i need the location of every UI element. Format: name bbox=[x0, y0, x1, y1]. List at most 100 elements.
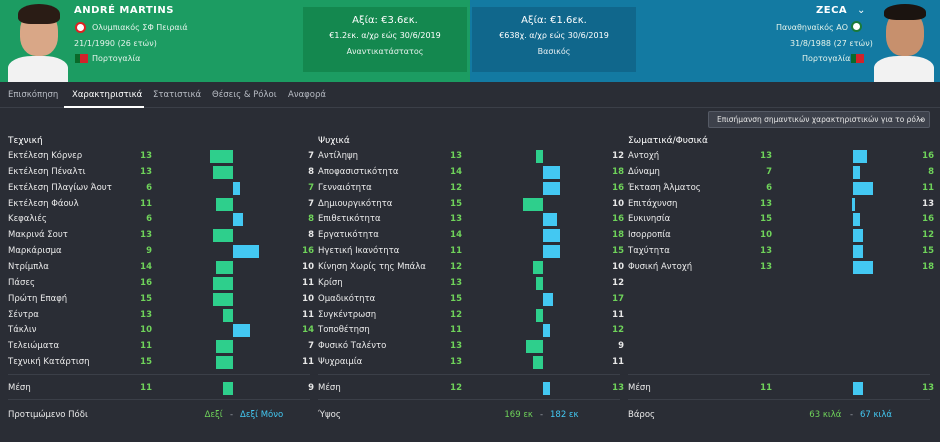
player-a-attribute-value: 11 bbox=[450, 246, 462, 257]
attribute-row[interactable]: Τελειώματα 11 7 bbox=[8, 340, 314, 354]
player-a-attribute-value: 9 bbox=[146, 246, 152, 257]
player-b-attribute-value: 11 bbox=[922, 182, 934, 193]
player-b-comparison-bar bbox=[853, 165, 861, 179]
player-a-comparison-bar bbox=[216, 260, 233, 274]
average-row[interactable]: Μέση 12 13 bbox=[318, 382, 624, 396]
player-b-attribute-value: 13 bbox=[922, 383, 934, 393]
attribute-row[interactable]: Έκταση Άλματος 6 11 bbox=[628, 181, 934, 196]
attribute-row[interactable]: Ευκινησία 15 16 bbox=[628, 213, 934, 227]
player-b-attribute-value: 9 bbox=[618, 341, 624, 352]
player-b-comparison-bar bbox=[543, 324, 551, 338]
attribute-label: Κρίση bbox=[318, 277, 343, 288]
player-a-comparison-bar bbox=[532, 356, 543, 370]
player-a-name[interactable]: ANDRÉ MARTINS bbox=[74, 5, 174, 16]
attribute-row[interactable]: Αποφασιστικότητα 14 18 bbox=[318, 165, 624, 180]
attribute-row[interactable]: Φυσική Αντοχή 13 18 bbox=[628, 260, 934, 275]
attribute-row[interactable]: Ταχύτητα 13 15 bbox=[628, 245, 934, 259]
attribute-label: Έκταση Άλματος bbox=[628, 182, 701, 193]
player-a-comparison-bar bbox=[216, 356, 233, 370]
attribute-label: Μέση bbox=[628, 383, 651, 393]
attribute-label: Ισορροπία bbox=[628, 230, 671, 241]
chevron-down-icon[interactable]: ⌄ bbox=[857, 5, 866, 16]
player-b-attribute-value: 16 bbox=[922, 214, 934, 225]
attribute-row[interactable]: Γενναιότητα 12 16 bbox=[318, 181, 624, 196]
player-b-comparison-bar bbox=[233, 181, 241, 195]
player-b-attribute-value: 10 bbox=[612, 198, 624, 209]
player-b-comparison-bar bbox=[543, 229, 560, 243]
player-a-footer-value: 63 κιλά bbox=[809, 410, 842, 420]
player-a-attribute-value: 14 bbox=[140, 261, 152, 272]
attribute-row[interactable]: Αντίληψη 13 12 bbox=[318, 150, 624, 164]
attribute-row[interactable]: Κίνηση Χωρίς της Μπάλα 12 10 bbox=[318, 260, 624, 275]
attribute-row[interactable]: Μακρινά Σουτ 13 8 bbox=[8, 229, 314, 243]
attribute-row[interactable]: Ηγετική Ικανότητα 11 15 bbox=[318, 245, 624, 259]
attribute-row[interactable]: Φυσικό Ταλέντο 13 9 bbox=[318, 340, 624, 354]
player-b-attribute-value: 16 bbox=[302, 246, 314, 257]
attribute-label: Μακρινά Σουτ bbox=[8, 230, 68, 241]
player-a-photo[interactable] bbox=[6, 0, 70, 82]
player-b-club[interactable]: Παναθηναϊκός ΑΟ bbox=[776, 23, 849, 32]
chevron-down-icon: ⌄ bbox=[918, 114, 925, 123]
attribute-row[interactable]: Πρώτη Επαφή 15 10 bbox=[8, 292, 314, 307]
tab-positions-roles[interactable]: Θέσεις & Ρόλοι bbox=[212, 90, 277, 100]
player-b-comparison-bar bbox=[543, 181, 560, 195]
tab-overview[interactable]: Επισκόπηση bbox=[8, 90, 59, 100]
player-b-photo[interactable] bbox=[872, 0, 936, 82]
player-b-attribute-value: 16 bbox=[922, 151, 934, 161]
player-b-attribute-value: 11 bbox=[612, 309, 624, 320]
average-row[interactable]: Μέση 11 9 bbox=[8, 382, 314, 396]
tab-report[interactable]: Αναφορά bbox=[288, 90, 326, 100]
attribute-row[interactable]: Αντοχή 13 16 bbox=[628, 150, 934, 164]
average-row[interactable]: Μέση 11 13 bbox=[628, 382, 934, 396]
divider bbox=[628, 374, 930, 375]
attribute-row[interactable]: Κεφαλιές 6 8 bbox=[8, 213, 314, 227]
attribute-row[interactable]: Ομαδικότητα 15 17 bbox=[318, 292, 624, 307]
player-b-comparison-bar bbox=[853, 150, 867, 163]
attribute-row[interactable]: Δημιουργικότητα 15 10 bbox=[318, 197, 624, 212]
attribute-label: Πάσες bbox=[8, 277, 35, 288]
attribute-row[interactable]: Ισορροπία 10 12 bbox=[628, 229, 934, 243]
attribute-row[interactable]: Εκτέλεση Κόρνερ 13 7 bbox=[8, 150, 314, 164]
attribute-row[interactable]: Σέντρα 13 11 bbox=[8, 308, 314, 323]
role-highlight-dropdown[interactable]: Επισήμανση σημαντικών χαρακτηριστικών γι… bbox=[708, 111, 930, 128]
player-a-comparison-bar bbox=[526, 340, 543, 354]
attribute-row[interactable]: Εκτέλεση Πέναλτι 13 8 bbox=[8, 165, 314, 180]
player-a-comparison-bar bbox=[216, 197, 233, 211]
player-a-attribute-value: 15 bbox=[450, 293, 462, 304]
attribute-label: Συγκέντρωση bbox=[318, 309, 377, 320]
player-b-footer-value: 182 εκ bbox=[550, 410, 579, 420]
tab-attributes[interactable]: Χαρακτηριστικά bbox=[72, 90, 143, 100]
player-a-attribute-value: 13 bbox=[140, 309, 152, 320]
attribute-row[interactable]: Μαρκάρισμα 9 16 bbox=[8, 245, 314, 259]
attribute-row[interactable]: Συγκέντρωση 12 11 bbox=[318, 308, 624, 323]
attribute-row[interactable]: Ντρίμπλα 14 10 bbox=[8, 260, 314, 275]
attribute-row[interactable]: Τοποθέτηση 11 12 bbox=[318, 324, 624, 338]
attribute-row[interactable]: Εκτέλεση Φάουλ 11 7 bbox=[8, 197, 314, 212]
player-b-attribute-value: 8 bbox=[308, 166, 314, 177]
attribute-row[interactable]: Εργατικότητα 14 18 bbox=[318, 229, 624, 243]
attribute-row[interactable]: Δύναμη 7 8 bbox=[628, 165, 934, 180]
player-b-attribute-value: 18 bbox=[612, 230, 624, 241]
attribute-row[interactable]: Επιθετικότητα 13 16 bbox=[318, 213, 624, 227]
attribute-row[interactable]: Επιτάχυνση 13 13 bbox=[628, 197, 934, 212]
player-b-comparison-bar bbox=[852, 197, 855, 211]
attribute-label: Δημιουργικότητα bbox=[318, 198, 393, 209]
attribute-row[interactable]: Τάκλιν 10 14 bbox=[8, 324, 314, 338]
attribute-row[interactable]: Κρίση 13 12 bbox=[318, 276, 624, 291]
player-b-name[interactable]: ZECA bbox=[816, 5, 848, 16]
player-b-attribute-value: 15 bbox=[612, 246, 624, 257]
tab-statistics[interactable]: Στατιστικά bbox=[153, 90, 202, 100]
player-b-comparison-bar bbox=[853, 181, 873, 195]
attribute-label: Τελειώματα bbox=[8, 341, 60, 352]
role-highlight-label: Επισήμανση σημαντικών χαρακτηριστικών γι… bbox=[717, 115, 926, 124]
player-a-comparison-bar bbox=[532, 260, 543, 274]
footer-separator: - bbox=[230, 410, 234, 420]
attribute-label: Ταχύτητα bbox=[628, 246, 670, 257]
attribute-row[interactable]: Τεχνική Κατάρτιση 15 11 bbox=[8, 356, 314, 370]
player-a-club[interactable]: Ολυμπιακός ΣΦ Πειραιά bbox=[92, 23, 188, 32]
attribute-label: Τοποθέτηση bbox=[318, 325, 370, 336]
attribute-row[interactable]: Ψυχραιμία 13 11 bbox=[318, 356, 624, 370]
player-a-attribute-value: 13 bbox=[450, 277, 462, 288]
attribute-row[interactable]: Εκτέλεση Πλαγίων Άουτ 6 7 bbox=[8, 181, 314, 196]
attribute-row[interactable]: Πάσες 16 11 bbox=[8, 276, 314, 291]
